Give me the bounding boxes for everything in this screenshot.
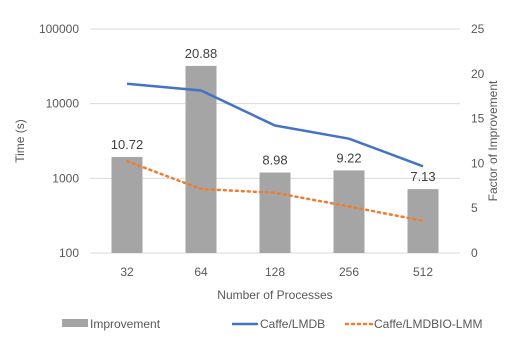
x-tick-label: 256 bbox=[339, 265, 359, 279]
x-tick-label: 32 bbox=[120, 265, 134, 279]
legend-swatch-improvement bbox=[62, 319, 88, 327]
bar bbox=[259, 172, 291, 253]
right-axis-title: Factor of Improvement bbox=[486, 80, 500, 201]
bar bbox=[111, 156, 143, 253]
left-tick-label: 1000 bbox=[52, 171, 79, 185]
legend-label: Caffe/LMDBIO-LMM bbox=[374, 317, 482, 331]
data-label: 7.13 bbox=[410, 169, 435, 184]
left-tick-label: 100000 bbox=[39, 22, 79, 36]
bar bbox=[333, 170, 365, 253]
x-tick-label: 512 bbox=[413, 265, 433, 279]
right-tick-label: 0 bbox=[471, 246, 478, 260]
bar bbox=[185, 65, 217, 254]
x-tick-label: 128 bbox=[265, 265, 285, 279]
left-axis-title: Time (s) bbox=[13, 119, 27, 163]
right-tick-label: 10 bbox=[471, 156, 485, 170]
left-tick-label: 100 bbox=[59, 246, 79, 260]
left-tick-label: 10000 bbox=[46, 97, 80, 111]
legend-label: Improvement bbox=[90, 317, 161, 331]
right-tick-label: 5 bbox=[471, 201, 478, 215]
lmdb-line bbox=[126, 82, 424, 168]
legend-label: Caffe/LMDB bbox=[260, 317, 325, 331]
lmdbio-line bbox=[125, 159, 425, 223]
data-label: 8.98 bbox=[262, 153, 287, 168]
bar bbox=[407, 189, 439, 253]
right-tick-label: 20 bbox=[471, 67, 485, 81]
data-label: 9.22 bbox=[336, 150, 361, 165]
data-label: 10.72 bbox=[111, 137, 144, 152]
x-tick-label: 64 bbox=[194, 265, 208, 279]
right-tick-label: 25 bbox=[471, 22, 485, 36]
x-axis-title: Number of Processes bbox=[217, 288, 332, 302]
data-label: 20.88 bbox=[185, 46, 218, 61]
right-tick-label: 15 bbox=[471, 112, 485, 126]
